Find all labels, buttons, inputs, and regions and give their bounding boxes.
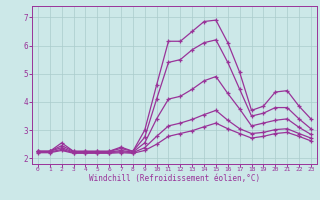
X-axis label: Windchill (Refroidissement éolien,°C): Windchill (Refroidissement éolien,°C) [89, 174, 260, 183]
